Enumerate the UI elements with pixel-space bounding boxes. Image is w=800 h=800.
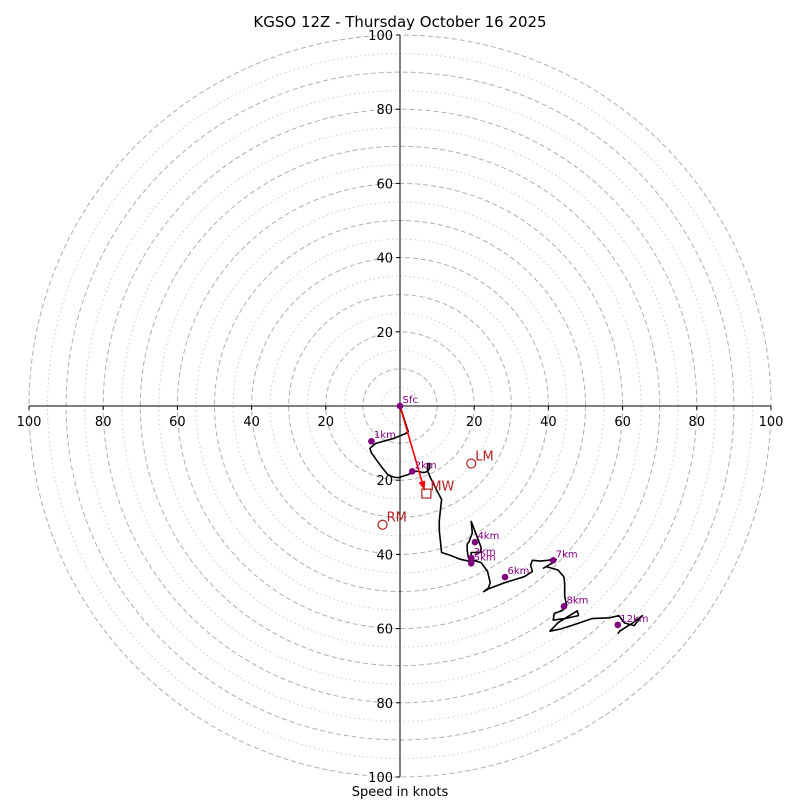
height-marker-label: Sfc [403, 395, 418, 406]
hodograph-line [369, 405, 644, 635]
height-marker-label: 3km [474, 547, 496, 558]
height-marker-point [467, 554, 475, 562]
shear-vector-line [399, 405, 426, 491]
y-tick-label-down: 100 [368, 771, 393, 786]
height-marker-label: 12km [620, 614, 648, 625]
y-tick-label-down: 80 [376, 697, 393, 712]
y-tick-label-down: 60 [376, 623, 393, 638]
x-tick-label: 20 [318, 415, 335, 430]
height-marker-point [368, 437, 375, 445]
x-tick-label: 20 [466, 415, 483, 430]
hodograph-trace [369, 405, 644, 635]
storm-motion-markers: LM MW RM [377, 450, 494, 530]
height-marker-point [471, 538, 479, 546]
y-tick-label-up: 20 [376, 326, 393, 341]
height-marker-label: 1km [374, 430, 396, 441]
storm-motion-label: MW [430, 480, 454, 495]
height-marker-label: 7km [556, 549, 578, 560]
height-marker-point [614, 621, 622, 629]
x-tick-label: 100 [17, 415, 42, 430]
height-marker-label: 6km [507, 566, 529, 577]
x-tick-label: 60 [614, 415, 631, 430]
tick-labels: 100 80 60 40 20 20 40 60 80 100 20 40 60 80 100 20 40 60 8… [17, 29, 784, 786]
height-marker-label: 4km [477, 531, 499, 542]
y-tick-label-up: 40 [376, 252, 393, 267]
x-tick-label: 40 [243, 415, 260, 430]
height-marker-label: 8km [566, 595, 588, 606]
height-marker-point [467, 560, 475, 567]
chart-title: KGSO 12Z - Thursday October 16 2025 [253, 13, 546, 31]
x-tick-label: 80 [689, 415, 706, 430]
storm-motion-circle [466, 458, 477, 469]
y-tick-label-down: 20 [376, 474, 393, 489]
height-marker-label: 5km [474, 552, 496, 563]
x-tick-label: 80 [95, 415, 112, 430]
height-marker-point [396, 402, 404, 410]
storm-motion-label: RM [387, 511, 407, 526]
y-tick-label-up: 60 [376, 177, 393, 192]
shear-vector [399, 405, 426, 491]
x-tick-label: 60 [169, 415, 186, 430]
x-axis-label: Speed in knots [352, 785, 449, 800]
y-tick-label-up: 100 [368, 29, 393, 44]
storm-motion-square [421, 488, 432, 499]
height-marker-point [501, 573, 509, 581]
shear-vector-arrowhead [418, 480, 426, 491]
height-marker-label: 2km [415, 460, 437, 471]
height-marker-point [408, 467, 416, 475]
x-tick-label: 40 [540, 415, 557, 430]
storm-motion-label: LM [475, 450, 493, 465]
height-marker-point [560, 603, 568, 610]
storm-motion-circle [377, 519, 388, 530]
height-marker-point [549, 557, 557, 564]
y-tick-label-up: 80 [376, 103, 393, 118]
x-tick-label: 100 [759, 415, 784, 430]
y-tick-label-down: 40 [376, 548, 393, 563]
